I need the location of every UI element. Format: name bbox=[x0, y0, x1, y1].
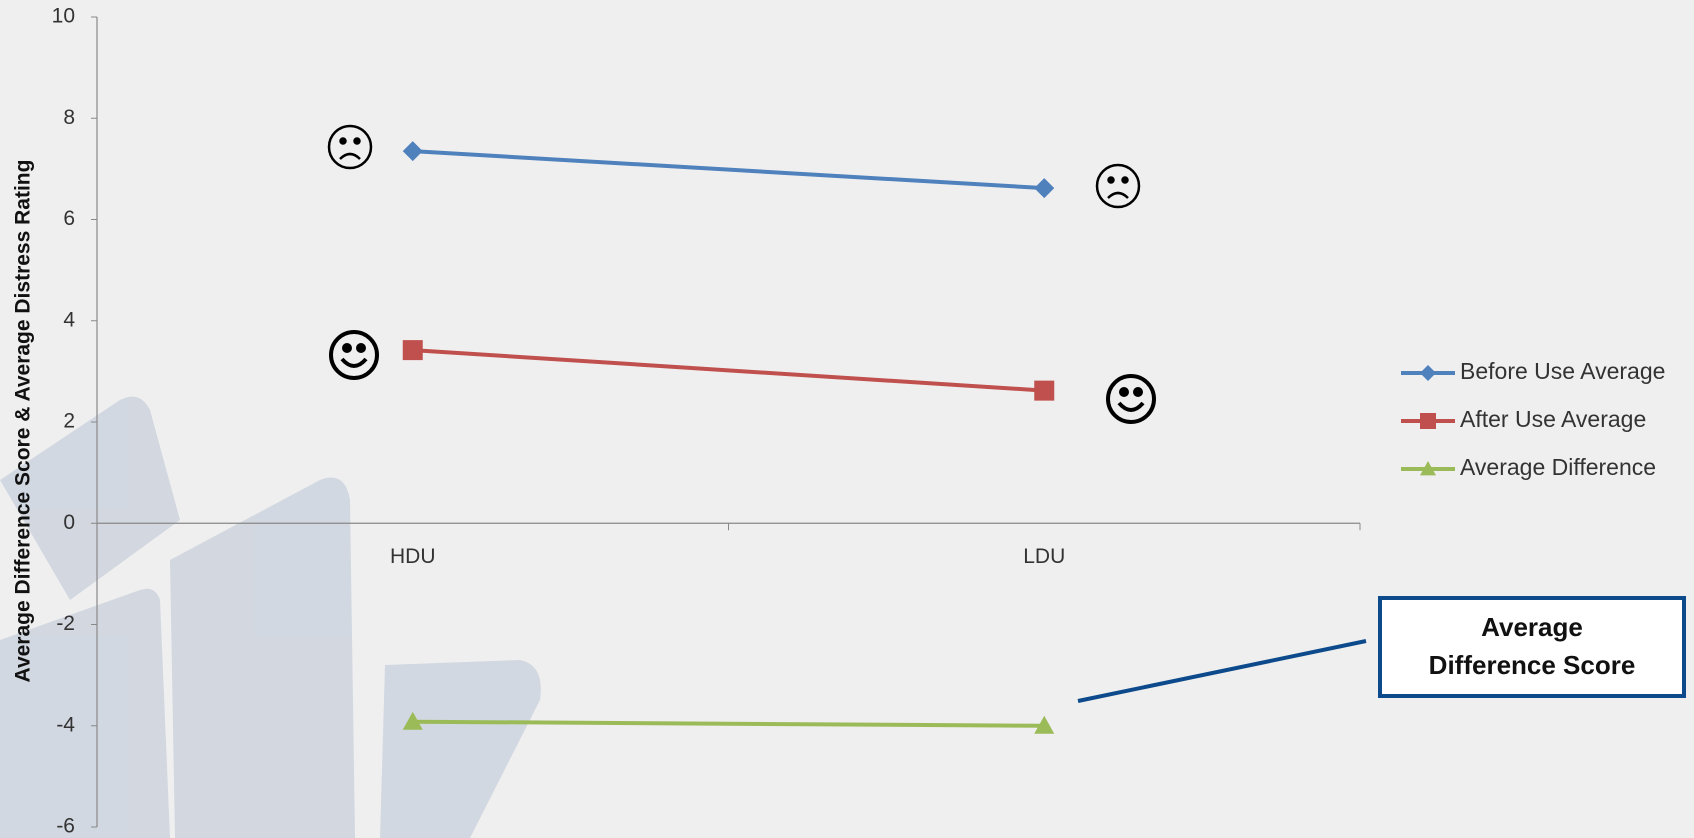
y-tick-label: -4 bbox=[56, 713, 75, 736]
marker bbox=[1034, 380, 1055, 401]
background-decoration bbox=[0, 396, 541, 838]
series-line bbox=[412, 719, 1045, 728]
y-tick-label: 0 bbox=[63, 511, 75, 534]
marker bbox=[1420, 461, 1436, 476]
y-axis-label: Average Difference Score & Average Distr… bbox=[12, 160, 35, 683]
annotation-holder: Average Difference Score bbox=[1428, 612, 1636, 680]
annotation-leader bbox=[1077, 639, 1367, 703]
marker bbox=[402, 340, 423, 361]
marker bbox=[1034, 715, 1055, 734]
series-line bbox=[412, 149, 1045, 191]
x-tick-label: HDU bbox=[390, 545, 436, 568]
annotation-box bbox=[1378, 596, 1686, 698]
y-tick-label: 8 bbox=[63, 106, 75, 129]
legend-label: Average Difference bbox=[1460, 454, 1656, 480]
marker bbox=[1420, 365, 1436, 381]
y-tick-label: 4 bbox=[63, 308, 75, 331]
faces bbox=[327, 124, 1156, 424]
legend-label: Before Use Average bbox=[1460, 358, 1665, 384]
y-tick-label: -2 bbox=[56, 612, 75, 635]
marker bbox=[1420, 413, 1436, 429]
legend-label: After Use Average bbox=[1460, 406, 1646, 432]
marker bbox=[1034, 178, 1055, 199]
annotation-text: Average Difference Score bbox=[1428, 612, 1636, 680]
y-tick-label: -6 bbox=[56, 815, 75, 838]
marker bbox=[402, 141, 423, 162]
y-tick-label: 10 bbox=[52, 5, 75, 28]
series-line bbox=[412, 348, 1045, 393]
marker bbox=[402, 711, 423, 730]
y-tick-label: 6 bbox=[63, 207, 75, 230]
x-tick-label: LDU bbox=[1023, 545, 1065, 568]
y-tick-label: 2 bbox=[63, 410, 75, 433]
